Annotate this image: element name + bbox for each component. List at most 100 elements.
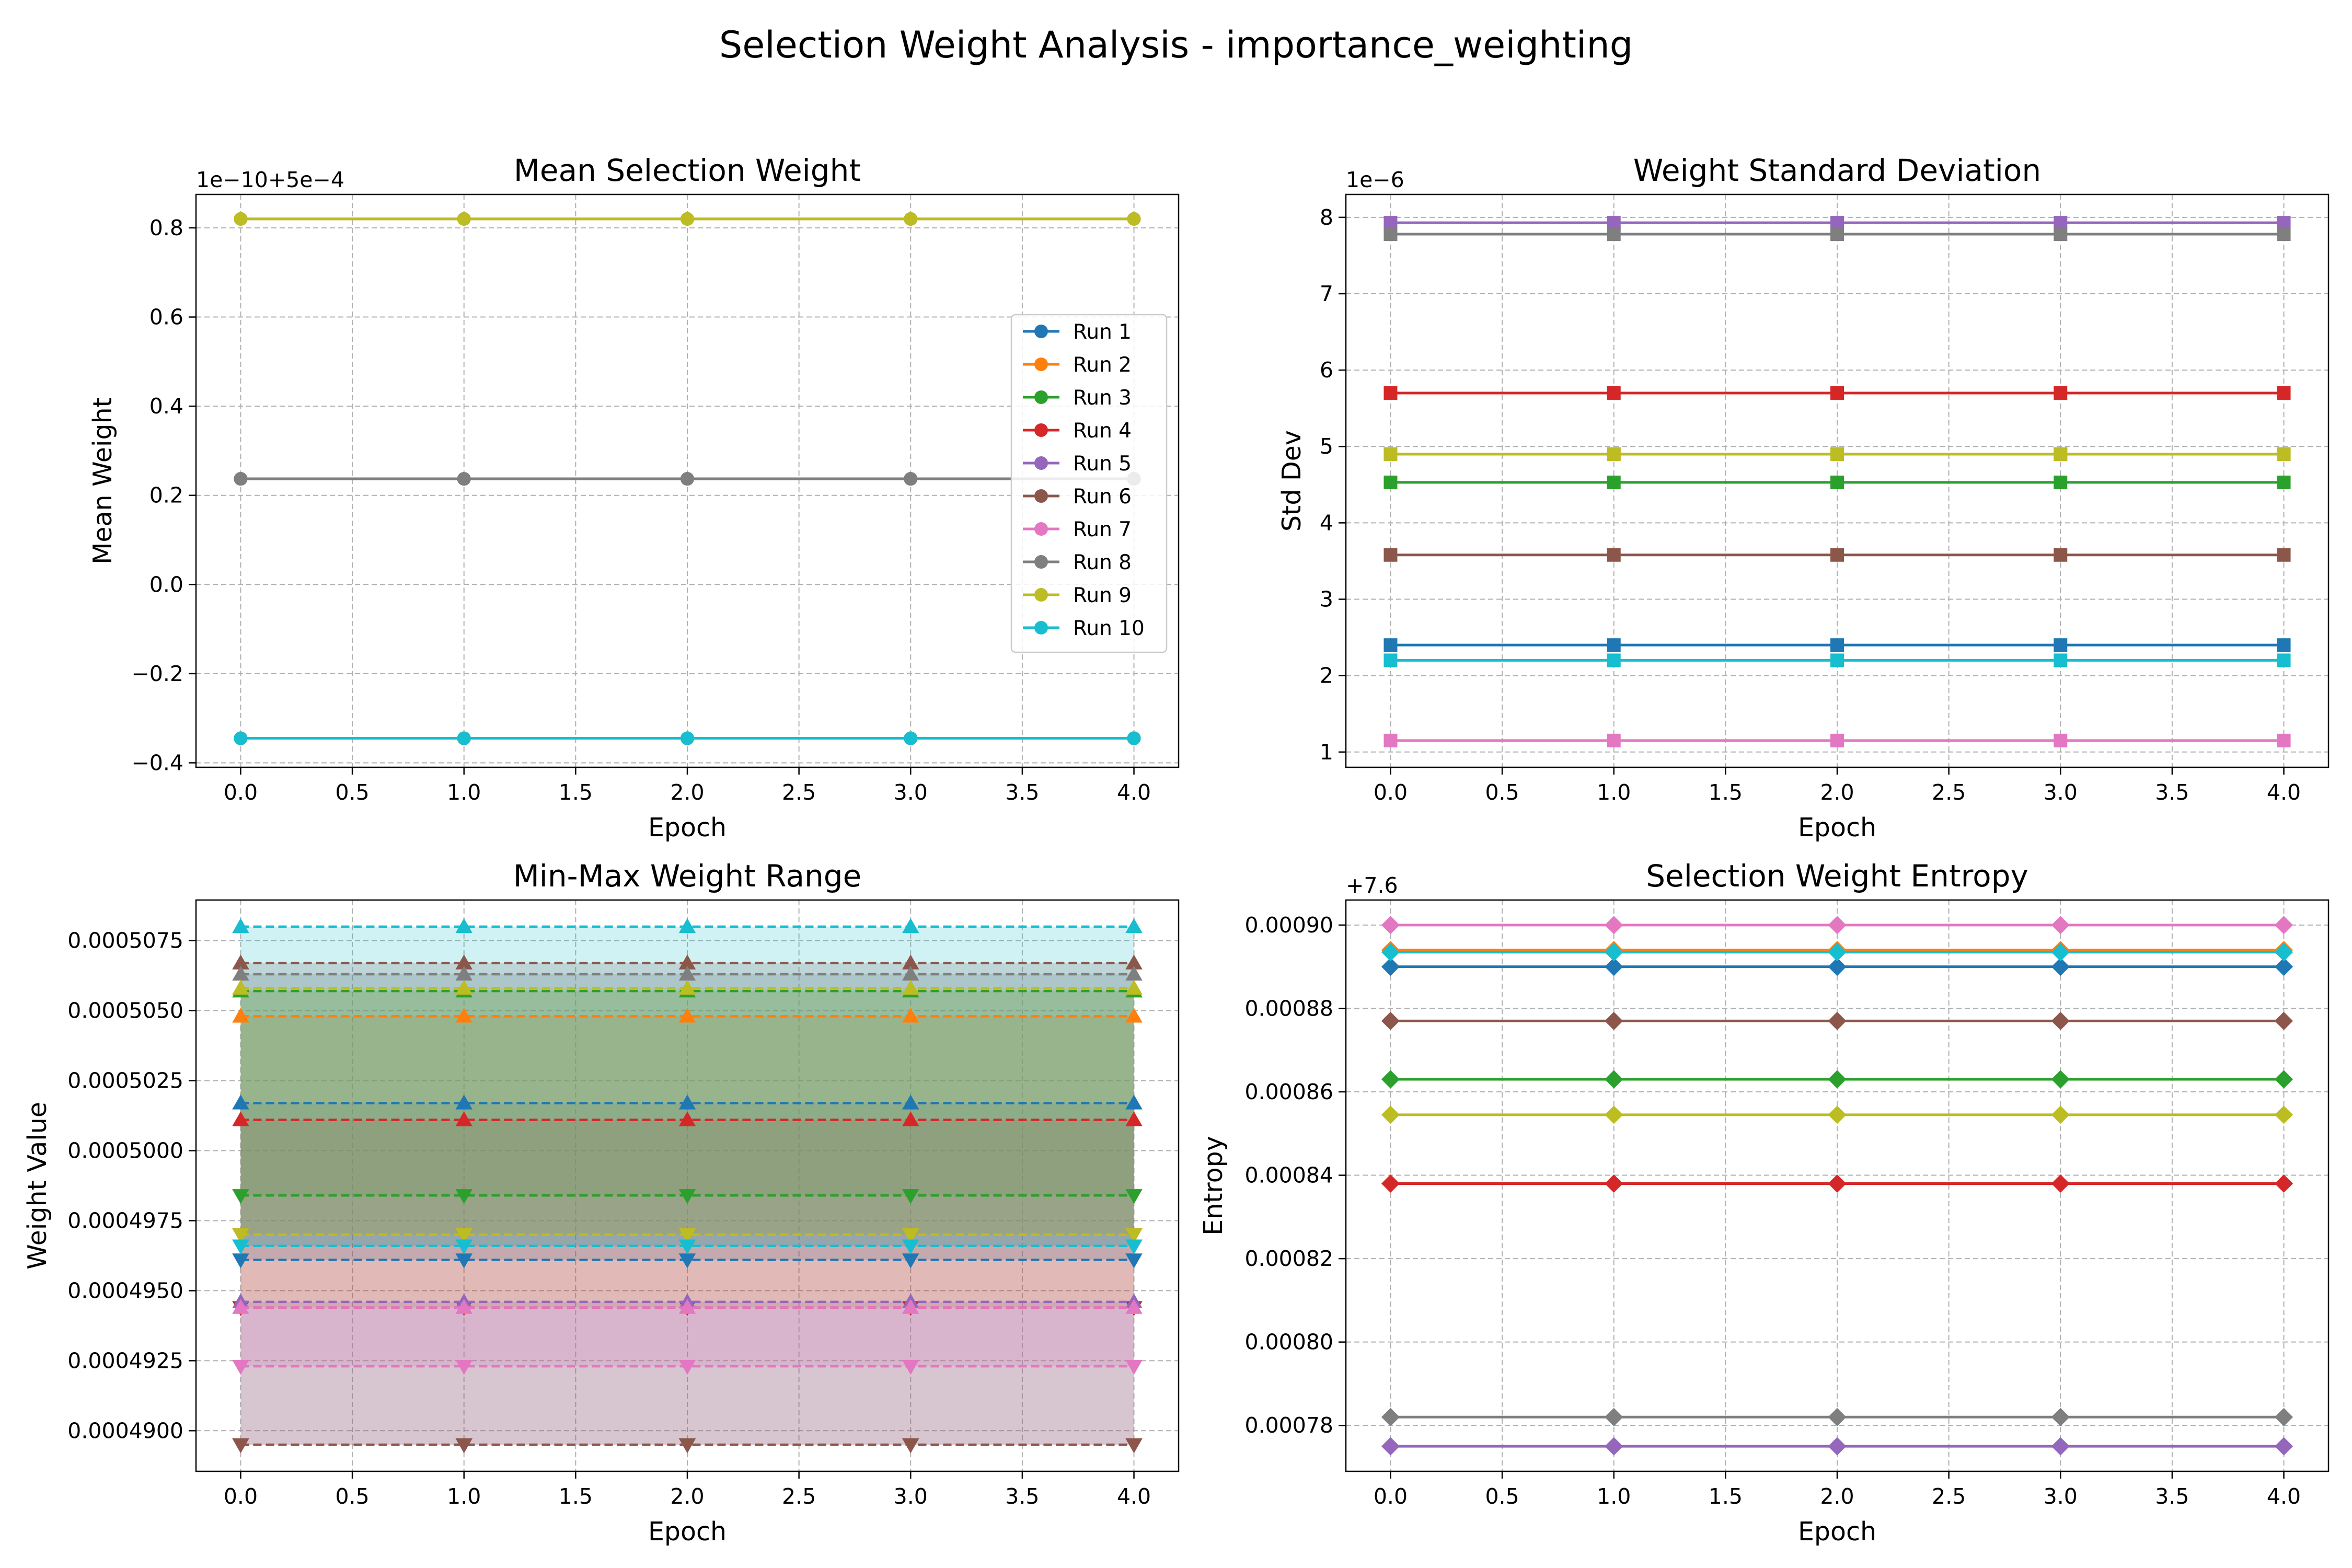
data-point xyxy=(2051,1408,2070,1426)
data-point xyxy=(2274,943,2293,962)
data-point xyxy=(1381,1408,1400,1426)
data-point xyxy=(2054,227,2068,241)
data-point xyxy=(1127,731,1141,745)
y-tick-label: 0.00090 xyxy=(1244,913,1333,938)
data-point xyxy=(681,731,694,745)
data-point xyxy=(1607,447,1621,461)
std-dev-panel: 0.0 0.5 1.0 1.5 2.0 2.5 3.0 3.5 4.0 1 2 3 4 5 6 7 8 Weigh… xyxy=(1277,153,2330,843)
data-point xyxy=(1127,212,1141,226)
legend-marker xyxy=(1034,588,1048,602)
min-point xyxy=(902,1228,919,1243)
data-point xyxy=(2277,733,2291,747)
min-point xyxy=(455,1253,472,1269)
data-point xyxy=(1381,958,1400,976)
data-point xyxy=(2054,653,2068,667)
data-point xyxy=(1605,1105,1623,1124)
data-point xyxy=(1381,943,1400,962)
data-point xyxy=(2274,958,2293,976)
data-point xyxy=(2051,1011,2070,1030)
max-point xyxy=(678,965,696,981)
data-point xyxy=(1381,1070,1400,1089)
panel-title: Mean Selection Weight xyxy=(514,153,861,188)
data-point xyxy=(2274,1437,2293,1456)
legend-label: Run 7 xyxy=(1073,518,1132,541)
data-point xyxy=(1605,1011,1623,1030)
y-tick-label: 0.00086 xyxy=(1244,1079,1333,1104)
x-tick-label: 3.5 xyxy=(2155,1484,2189,1509)
data-point xyxy=(1830,548,1844,562)
data-point xyxy=(1828,958,1847,976)
range-fill xyxy=(240,991,1134,1196)
x-tick-label: 0.5 xyxy=(1485,780,1519,805)
min-point xyxy=(678,1228,696,1243)
y-tick-label: 6 xyxy=(1320,358,1333,383)
data-point xyxy=(1828,1437,1847,1456)
data-point xyxy=(1383,386,1398,400)
y-tick-label: 0.0005075 xyxy=(67,928,183,953)
data-point xyxy=(2277,653,2291,667)
data-point xyxy=(1383,216,1398,230)
max-point xyxy=(902,1111,919,1126)
max-point xyxy=(678,1008,696,1023)
legend-label: Run 3 xyxy=(1073,386,1132,410)
data-point xyxy=(1607,638,1621,652)
min-point xyxy=(455,1189,472,1204)
data-point xyxy=(904,212,918,226)
panel-title: Selection Weight Entropy xyxy=(1646,858,2028,894)
data-point xyxy=(1830,653,1844,667)
data-point xyxy=(1830,475,1844,489)
min-point xyxy=(455,1239,472,1254)
data-point xyxy=(1605,1174,1623,1193)
axis-offset-label: +7.6 xyxy=(1346,873,1398,898)
x-axis-label: Epoch xyxy=(1798,813,1876,843)
data-point xyxy=(2051,1437,2070,1456)
legend-marker xyxy=(1034,358,1048,371)
data-point xyxy=(1828,1105,1847,1124)
y-tick-label: 0.0005025 xyxy=(67,1068,183,1093)
max-point xyxy=(678,979,696,995)
series-group xyxy=(1381,916,2293,1456)
legend: Run 1 Run 2 Run 3 Run 4 Run 5 Run 6 Run 7 Run 8… xyxy=(1010,314,1168,653)
x-tick-label: 3.5 xyxy=(1005,1484,1039,1509)
max-point xyxy=(678,1299,696,1314)
figure-title: Selection Weight Analysis - importance_w… xyxy=(719,24,1633,66)
data-point xyxy=(1830,227,1844,241)
y-tick-label: 0.00080 xyxy=(1244,1330,1333,1355)
x-tick-label: 2.5 xyxy=(1932,780,1966,805)
series-group xyxy=(1383,216,2291,747)
series-group xyxy=(232,918,1143,1454)
x-tick-label: 2.0 xyxy=(670,1484,704,1509)
legend-label: Run 1 xyxy=(1073,320,1132,344)
x-axis-label: Epoch xyxy=(648,1517,727,1547)
x-tick-label: 1.0 xyxy=(447,780,481,805)
legend-marker xyxy=(1034,522,1048,536)
max-point xyxy=(902,1008,919,1023)
min-point xyxy=(232,1253,249,1269)
data-point xyxy=(1607,475,1621,489)
x-tick-label: 2.0 xyxy=(1820,1484,1854,1509)
min-point xyxy=(1125,1359,1143,1375)
x-tick-label: 3.5 xyxy=(1005,780,1039,805)
data-point xyxy=(1381,1011,1400,1030)
legend-label: Run 5 xyxy=(1073,452,1132,476)
min-point xyxy=(455,1359,472,1375)
legend-label: Run 2 xyxy=(1073,353,1132,377)
data-point xyxy=(1605,1437,1623,1456)
data-point xyxy=(2051,916,2070,935)
min-point xyxy=(232,1228,249,1243)
min-point xyxy=(1125,1253,1143,1269)
x-tick-label: 3.0 xyxy=(894,780,928,805)
max-point xyxy=(455,979,472,995)
data-point xyxy=(2054,548,2068,562)
y-tick-label: 0.00078 xyxy=(1244,1413,1333,1438)
y-tick-label: 8 xyxy=(1320,205,1333,230)
min-point xyxy=(678,1189,696,1204)
y-tick-label: 4 xyxy=(1320,510,1333,535)
data-point xyxy=(1828,1070,1847,1089)
min-point xyxy=(678,1438,696,1454)
max-point xyxy=(1125,979,1143,995)
max-point xyxy=(455,1299,472,1314)
data-point xyxy=(2277,475,2291,489)
max-point xyxy=(232,918,249,933)
data-point xyxy=(1605,958,1623,976)
